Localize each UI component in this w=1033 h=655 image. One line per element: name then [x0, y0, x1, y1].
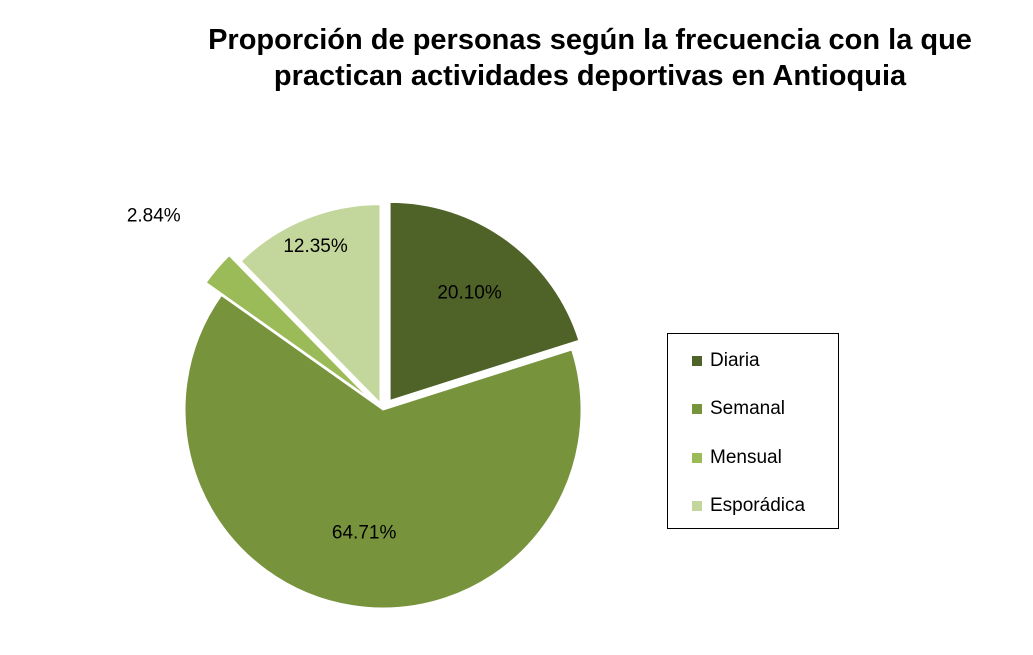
- data-label-semanal: 64.71%: [332, 522, 397, 543]
- pie-slice-labels: 20.10% 64.71% 2.84% 12.35%: [127, 206, 502, 544]
- legend-swatch-semanal: [692, 404, 702, 414]
- pie-slice-mensual: [205, 255, 369, 398]
- pie-slice-diaria: [389, 201, 580, 401]
- legend-item-semanal: Semanal: [692, 397, 785, 421]
- legend-label-diaria: Diaria: [710, 350, 760, 371]
- legend-label-esporadica: Esporádica: [710, 495, 806, 516]
- data-label-mensual: 2.84%: [127, 206, 181, 227]
- legend-swatch-diaria: [692, 356, 702, 366]
- pie-slices: [184, 201, 582, 609]
- chart-title-line-1: Proporción de personas según la frecuenc…: [208, 24, 972, 56]
- legend-label-semanal: Semanal: [710, 398, 785, 419]
- data-label-diaria: 20.10%: [437, 283, 502, 304]
- legend-swatch-mensual: [692, 453, 702, 463]
- legend-item-diaria: Diaria: [692, 349, 760, 373]
- legend-item-esporadica: Esporádica: [692, 494, 805, 518]
- data-label-esporadica: 12.35%: [283, 236, 348, 257]
- legend-swatch-esporadica: [692, 501, 702, 511]
- pie-slice-esporadica: [240, 204, 381, 404]
- chart-title-line-2: practican actividades deportivas en Anti…: [273, 60, 907, 92]
- legend-label-mensual: Mensual: [710, 447, 782, 468]
- pie-slice-semanal: [184, 294, 582, 609]
- chart-title: Proporción de personas según la frecuenc…: [120, 22, 1033, 94]
- legend-item-mensual: Mensual: [692, 446, 782, 470]
- legend: Diaria Semanal Mensual Esporádica: [667, 333, 839, 529]
